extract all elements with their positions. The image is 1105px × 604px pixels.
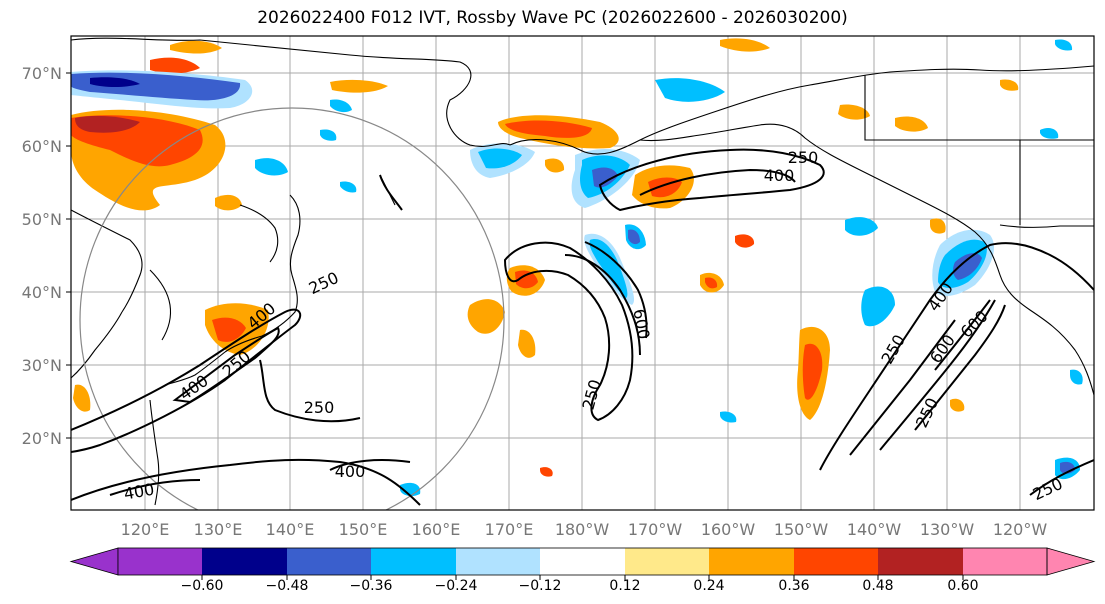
axis-ticks: [66, 72, 71, 439]
map-title: 2026022400 F012 IVT, Rossby Wave PC (202…: [257, 8, 848, 28]
lat-label: 60°N: [22, 137, 62, 156]
lon-label: 160°E: [412, 520, 461, 539]
negative-anomaly-shading: [71, 39, 1083, 497]
graticule: [71, 36, 1094, 510]
colorbar-frame: [117, 547, 1048, 576]
lat-label: 20°N: [22, 429, 62, 448]
lon-label: 120°W: [993, 520, 1048, 539]
colorbar-tick-label: −0.36: [350, 578, 393, 594]
colorbar-extend-high: [1046, 547, 1096, 576]
colorbar-extend-low: [69, 547, 119, 576]
colorbar-segment: [287, 548, 371, 575]
lat-label: 70°N: [22, 64, 62, 83]
lon-label: 140°E: [266, 520, 315, 539]
colorbar-tick-label: −0.12: [519, 578, 562, 594]
colorbar-segment: [202, 548, 287, 575]
contour-label: 400: [335, 462, 366, 481]
lon-label: 130°E: [194, 520, 243, 539]
positive-anomaly-shading: [71, 38, 1019, 477]
colorbar-tick-label: 0.48: [862, 578, 893, 594]
contour-label: 250: [788, 148, 819, 167]
colorbar-segment: [963, 548, 1047, 575]
lat-label: 40°N: [22, 283, 62, 302]
lat-label: 30°N: [22, 356, 62, 375]
colorbar-tick-label: −0.48: [266, 578, 309, 594]
colorbar-segment: [709, 548, 794, 575]
longitude-labels: 120°E 130°E 140°E 150°E 160°E 170°E 180°…: [121, 520, 1048, 539]
colorbar-tick-label: 0.12: [609, 578, 640, 594]
lon-label: 140°W: [847, 520, 902, 539]
contour-label: 400: [764, 166, 795, 185]
contour-label: 250: [304, 398, 335, 417]
colorbar-tick-label: −0.24: [435, 578, 478, 594]
lon-label: 180°W: [555, 520, 610, 539]
lon-label: 150°E: [339, 520, 388, 539]
colorbar: [69, 547, 1096, 580]
colorbar-tick-label: −0.60: [181, 578, 224, 594]
lon-label: 170°W: [628, 520, 683, 539]
lon-label: 120°E: [121, 520, 170, 539]
coastlines: [71, 37, 1094, 506]
lat-label: 50°N: [22, 210, 62, 229]
colorbar-segment: [625, 548, 709, 575]
colorbar-segment: [794, 548, 878, 575]
lon-label: 170°E: [485, 520, 534, 539]
colorbar-segment: [118, 548, 202, 575]
map-frame: [70, 35, 1095, 511]
ivt-contours: [71, 148, 1094, 506]
colorbar-tick-label: 0.24: [693, 578, 724, 594]
colorbar-segment: [540, 548, 625, 575]
colorbar-tick-label: 0.60: [947, 578, 978, 594]
latitude-labels: 70°N 60°N 50°N 40°N 30°N 20°N: [22, 64, 62, 448]
lon-label: 130°W: [920, 520, 975, 539]
lon-label: 160°W: [701, 520, 756, 539]
colorbar-segment: [456, 548, 540, 575]
colorbar-ticks: −0.60 −0.48 −0.36 −0.24 −0.12 0.12 0.24 …: [181, 578, 979, 594]
reference-circle: [79, 107, 505, 510]
colorbar-segment: [371, 548, 456, 575]
colorbar-tick-label: 0.36: [778, 578, 809, 594]
lon-label: 150°W: [774, 520, 829, 539]
colorbar-segment: [878, 548, 963, 575]
